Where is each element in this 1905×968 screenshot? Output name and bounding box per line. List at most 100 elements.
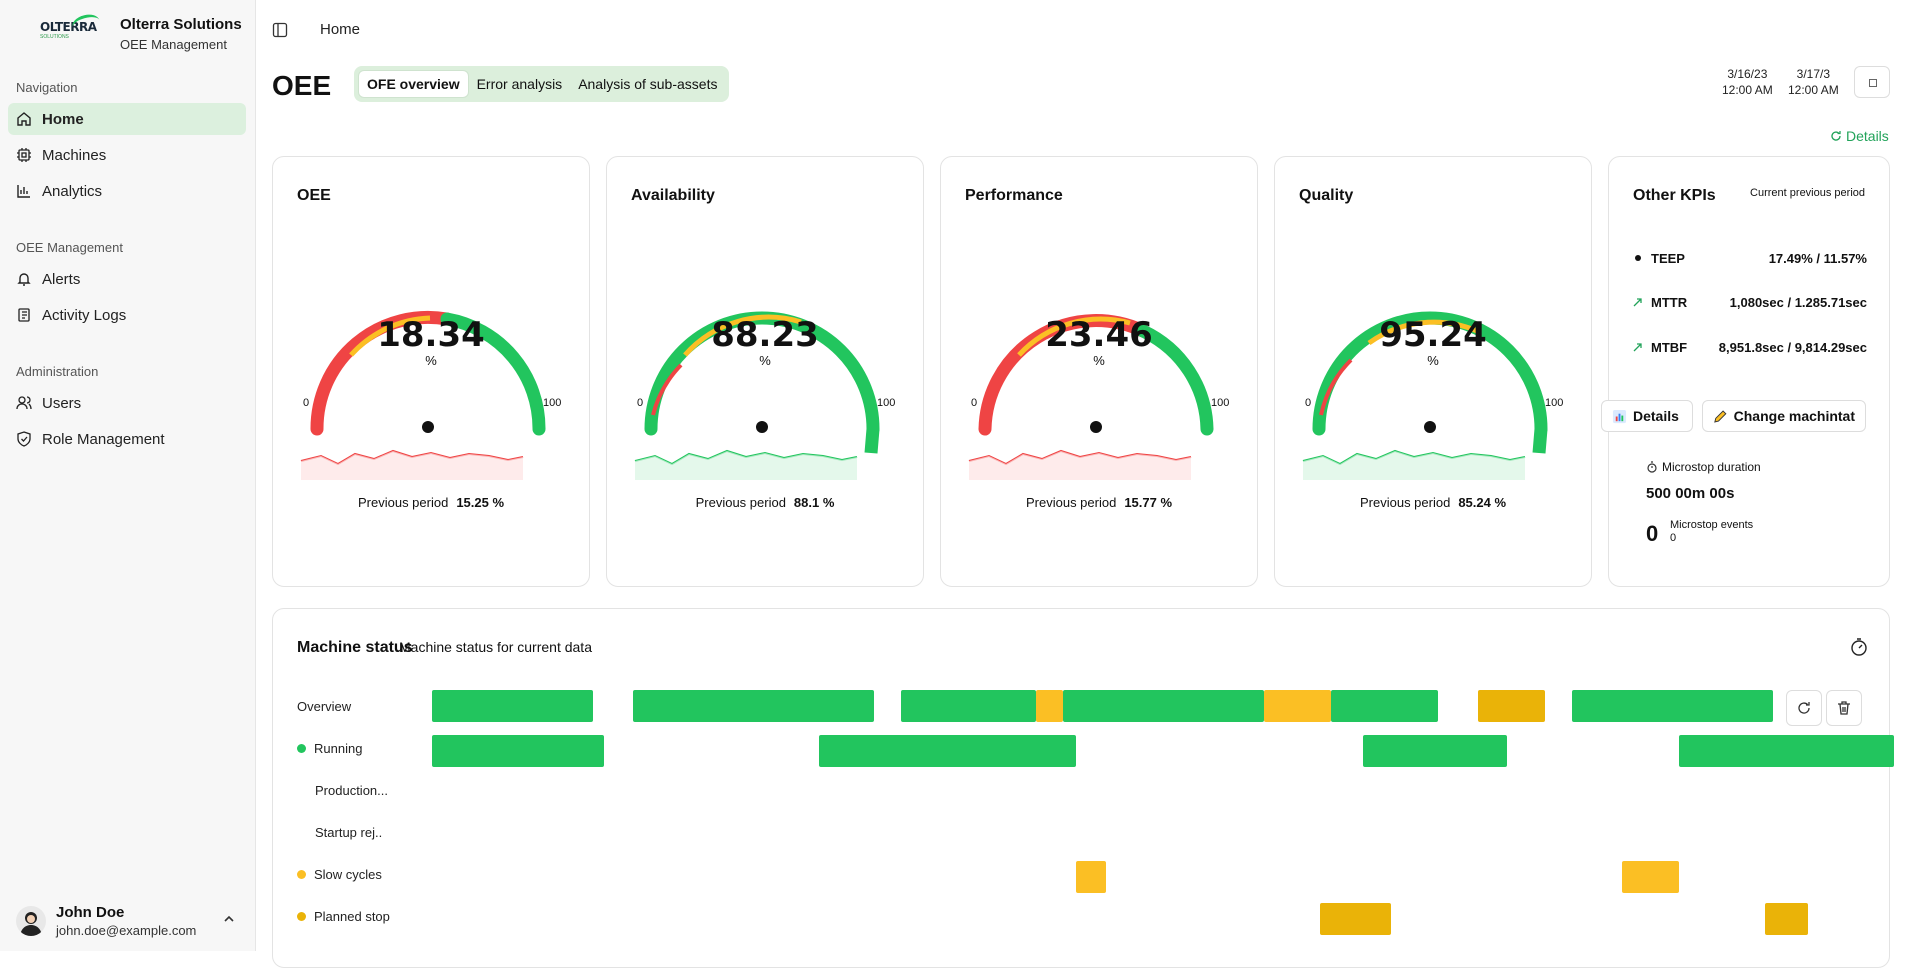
gauge-max: 100 — [1211, 397, 1230, 409]
kpi-name: MTTR — [1651, 295, 1688, 310]
status-segment-running[interactable] — [633, 690, 874, 722]
start-date-time: 12:00 AM — [1722, 83, 1773, 97]
previous-period-label: Previous period — [695, 495, 786, 510]
change-machine-label: Change machintat — [1733, 408, 1855, 424]
end-date[interactable]: 3/17/3 12:00 AM — [1788, 66, 1839, 98]
sidebar-item-role-management[interactable]: Role Management — [8, 423, 246, 455]
status-segment-planned-stop[interactable] — [1320, 903, 1391, 935]
bar-chart-icon — [1612, 409, 1627, 423]
gauge-value: 23.46 — [1045, 315, 1153, 355]
kpi-details-button[interactable]: Details — [1601, 400, 1693, 432]
card-title: Availability — [631, 187, 715, 204]
previous-period: Previous period 15.77 % — [941, 495, 1257, 510]
previous-period-label: Previous period — [1359, 495, 1451, 510]
sidebar-item-label: Alerts — [42, 270, 81, 288]
microstop-events-sub: 0 — [1670, 532, 1677, 544]
logo-text: OLTERRA — [40, 20, 97, 34]
sidebar-toggle-icon[interactable] — [272, 22, 288, 38]
sidebar-item-users[interactable]: Users — [8, 387, 246, 419]
end-date-time: 12:00 AM — [1788, 83, 1839, 97]
nav-section-admin: Administration — [16, 364, 99, 379]
status-segment-planned-stop[interactable] — [1765, 903, 1808, 935]
tab-ofe-overview[interactable]: OFE overview — [358, 70, 469, 98]
brand: OLTERRA SOLUTIONS Olterra Solutions OEE … — [36, 11, 242, 52]
status-segment-slow[interactable] — [1036, 690, 1063, 722]
microstop-duration-label-row: Microstop duration — [1646, 460, 1761, 474]
row-label-text: Slow cycles — [314, 867, 382, 882]
sidebar-item-home[interactable]: Home — [8, 103, 246, 135]
previous-period-label: Previous period — [357, 495, 449, 510]
home-icon — [17, 112, 31, 126]
tab-sub-assets[interactable]: Analysis of sub-assets — [578, 76, 718, 92]
status-segment-running[interactable] — [432, 690, 593, 722]
status-dot — [297, 870, 306, 879]
gauge-min: 0 — [1305, 397, 1312, 409]
breadcrumb[interactable]: Home — [320, 21, 361, 38]
chevron-up-icon — [224, 915, 234, 922]
gauge-value: 88.23 — [711, 315, 819, 355]
previous-period: Previous period 88.1 % — [607, 495, 923, 510]
microstop-duration-label: Microstop duration — [1662, 460, 1761, 474]
start-date[interactable]: 3/16/23 12:00 AM — [1722, 66, 1773, 98]
previous-period-value: 15.25 % — [456, 495, 505, 510]
delete-button[interactable] — [1826, 690, 1862, 726]
sidebar-item-alerts[interactable]: Alerts — [8, 263, 246, 295]
company-logo: OLTERRA SOLUTIONS — [36, 11, 102, 42]
row-label-text: Overview — [297, 699, 352, 714]
shield-icon — [17, 431, 31, 447]
kpi-value: 17.49% / 11.57% — [1768, 251, 1867, 266]
details-link-label: Details — [1846, 128, 1889, 144]
gauge-card-oee: OEE 18.34 % 0 100 Previous period 15.25 % — [272, 156, 590, 587]
status-segment-running[interactable] — [1679, 735, 1894, 767]
status-segment-slow[interactable] — [1264, 690, 1331, 722]
status-segment-running[interactable] — [1063, 690, 1264, 722]
status-segment-running[interactable] — [432, 735, 604, 767]
gauge-card-availability: Availability 88.23 % 0 100 Previous peri… — [606, 156, 924, 587]
status-segment-slow[interactable] — [1076, 861, 1106, 893]
status-segment-running[interactable] — [1572, 690, 1773, 722]
previous-period: Previous period 15.25 % — [273, 495, 589, 510]
status-segment-planned-stop[interactable] — [1478, 690, 1545, 722]
user-menu[interactable]: John Doe john.doe@example.com — [16, 902, 244, 942]
row-label-startup: Startup rej.. — [315, 825, 382, 840]
scroll-icon — [18, 308, 30, 322]
status-segment-running[interactable] — [901, 690, 1036, 722]
sidebar-item-analytics[interactable]: Analytics — [8, 175, 246, 207]
status-segment-slow[interactable] — [1622, 861, 1679, 893]
sidebar-item-label: Role Management — [42, 430, 165, 448]
stopwatch-icon — [1647, 461, 1657, 473]
dot-icon — [1635, 255, 1641, 261]
sidebar-item-machines[interactable]: Machines — [8, 139, 246, 171]
bar-chart-icon — [17, 185, 30, 198]
refresh-icon — [1798, 702, 1810, 714]
gauge-chart — [634, 311, 880, 480]
tab-error-analysis[interactable]: Error analysis — [476, 76, 563, 92]
details-link[interactable]: Details — [1830, 128, 1889, 144]
trend-up-icon — [1633, 343, 1642, 352]
kpi-details-label: Details — [1633, 408, 1679, 424]
timer-icon[interactable] — [1849, 637, 1869, 657]
sidebar: OLTERRA SOLUTIONS Olterra Solutions OEE … — [0, 0, 256, 951]
machine-status-subtitle: Machine status for current data — [399, 639, 592, 655]
reset-button[interactable] — [1786, 690, 1822, 726]
status-segment-running[interactable] — [1331, 690, 1438, 722]
row-label-text: Startup rej.. — [315, 825, 383, 840]
previous-period-label: Previous period — [1025, 495, 1117, 510]
sidebar-item-label: Users — [42, 394, 82, 412]
fullscreen-button[interactable] — [1854, 66, 1890, 98]
gauge-chart — [968, 314, 1214, 480]
status-segment-running[interactable] — [1363, 735, 1507, 767]
main-content: Home OEE OFE overview Error analysis Ana… — [256, 0, 1905, 968]
bell-icon — [17, 273, 31, 286]
sidebar-item-activity-logs[interactable]: Activity Logs — [8, 299, 246, 331]
kpi-row-mtbf: MTBF 8,951.8sec / 9,814.29sec — [1633, 340, 1867, 360]
trend-up-icon — [1633, 298, 1642, 307]
other-kpis-card: Other KPIs Current previous period TEEP … — [1608, 156, 1890, 587]
status-segment-running[interactable] — [819, 735, 1076, 767]
gauge-card-performance: Performance 23.46 % 0 100 Previous perio… — [940, 156, 1258, 587]
logo-sub: SOLUTIONS — [40, 34, 69, 40]
change-machine-button[interactable]: Change machintat — [1702, 400, 1866, 432]
status-dot — [297, 912, 306, 921]
status-dot — [297, 744, 306, 753]
sidebar-item-label: Machines — [42, 146, 107, 164]
